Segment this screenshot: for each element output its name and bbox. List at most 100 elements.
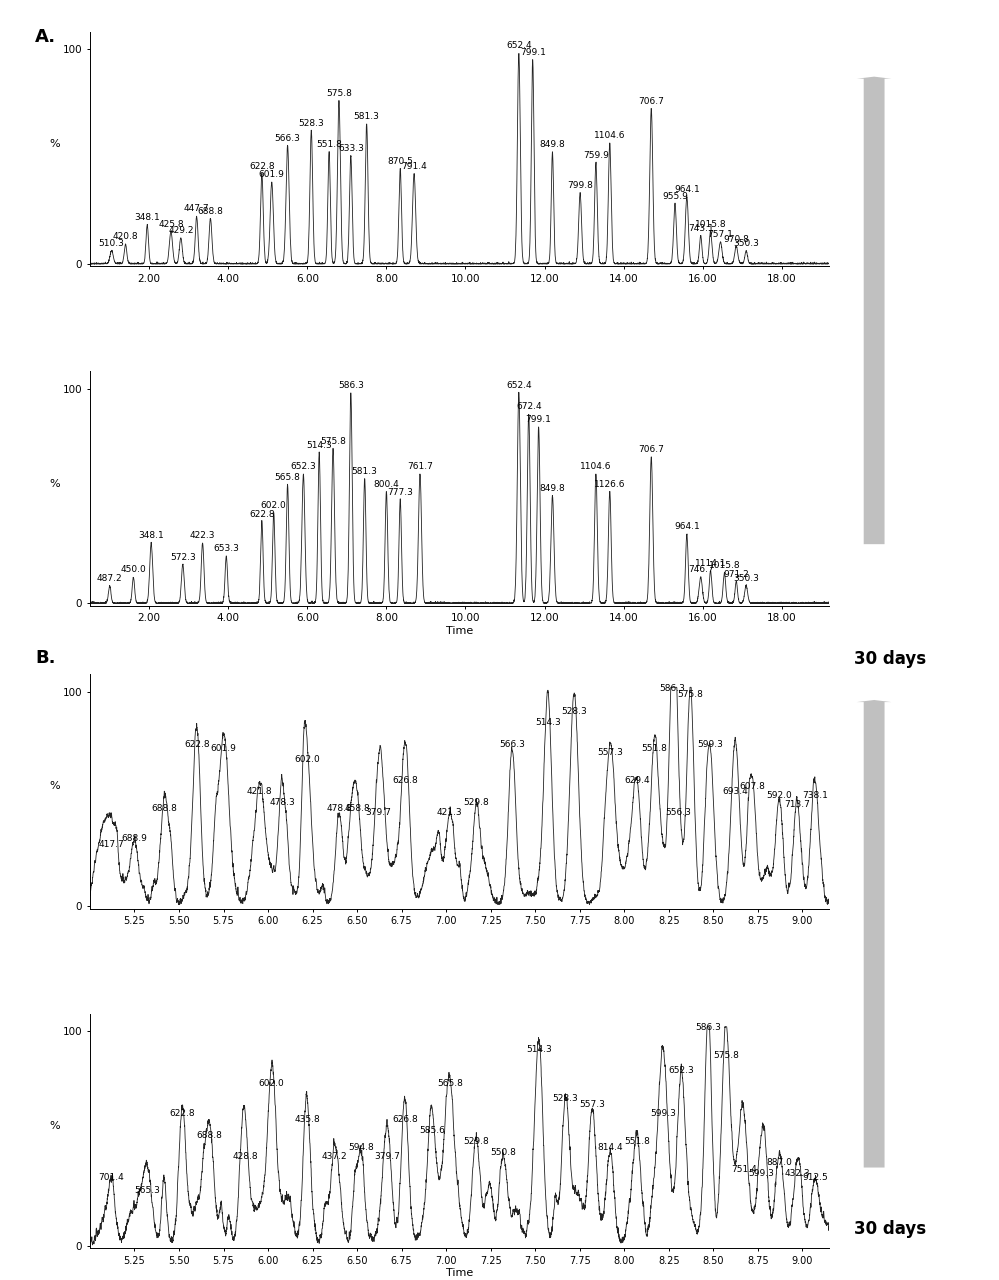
Text: 622.8: 622.8 [170,1108,196,1117]
Text: 799.1: 799.1 [525,415,551,424]
Text: 849.8: 849.8 [539,484,565,493]
Text: 622.8: 622.8 [249,161,275,170]
Text: 1126.6: 1126.6 [594,480,625,489]
Text: 799.8: 799.8 [567,180,593,189]
Y-axis label: %: % [49,1121,60,1132]
Text: 594.8: 594.8 [348,1143,374,1152]
Text: 575.8: 575.8 [320,436,346,445]
Text: 970.8: 970.8 [723,234,749,243]
Text: 633.3: 633.3 [338,145,364,154]
Text: 586.3: 586.3 [659,684,685,692]
Text: 653.3: 653.3 [214,544,239,553]
Text: 586.3: 586.3 [695,1023,721,1032]
Text: 557.3: 557.3 [597,748,623,756]
Text: 652.3: 652.3 [291,462,317,471]
Text: 350.3: 350.3 [733,239,759,248]
Text: 575.8: 575.8 [677,690,703,699]
Text: 458.8: 458.8 [345,804,370,813]
Text: 422.3: 422.3 [190,531,216,540]
Text: 425.8: 425.8 [158,220,184,229]
Text: B.: B. [35,649,56,667]
Text: 528.3: 528.3 [552,1094,578,1103]
Text: 761.7: 761.7 [407,462,433,471]
Text: 432.3: 432.3 [784,1169,810,1178]
Text: 693.4: 693.4 [722,787,747,796]
Text: 629.4: 629.4 [624,776,649,785]
Text: 601.9: 601.9 [259,170,285,179]
X-axis label: Time: Time [446,626,474,636]
Text: 572.3: 572.3 [170,553,196,562]
Text: 450.0: 450.0 [121,566,146,575]
Text: 551.8: 551.8 [316,140,342,148]
Text: 706.7: 706.7 [638,445,664,454]
Text: 602.0: 602.0 [295,754,320,764]
Text: 964.1: 964.1 [674,522,699,531]
Text: 955.9: 955.9 [662,192,688,201]
Text: 701.4: 701.4 [99,1174,124,1183]
Text: 1104.6: 1104.6 [594,132,625,141]
Text: 652.3: 652.3 [668,1066,694,1075]
Text: 514.3: 514.3 [534,718,560,727]
Text: 556.3: 556.3 [664,808,690,817]
Text: 1104.6: 1104.6 [580,462,611,471]
Text: 599.3: 599.3 [650,1108,676,1117]
Text: 575.8: 575.8 [326,88,352,97]
Text: 599.3: 599.3 [748,1169,774,1178]
Text: 566.3: 566.3 [500,740,525,749]
Text: 379.7: 379.7 [366,808,392,817]
Text: 592.0: 592.0 [766,791,792,800]
Text: 706.7: 706.7 [638,97,664,106]
Text: 421.3: 421.3 [437,808,463,817]
Text: 1015.8: 1015.8 [708,561,740,570]
Text: 586.3: 586.3 [338,380,364,389]
Text: 565.8: 565.8 [275,474,301,483]
Text: 688.9: 688.9 [122,835,148,844]
Text: 672.4: 672.4 [515,402,541,411]
Text: 348.1: 348.1 [138,531,164,540]
Text: 551.8: 551.8 [623,1137,649,1146]
Text: 585.6: 585.6 [419,1126,445,1135]
Text: 557.3: 557.3 [579,1101,605,1110]
Text: 565.8: 565.8 [437,1079,463,1088]
Text: 688.8: 688.8 [198,206,224,215]
Text: 428.8: 428.8 [232,1152,258,1161]
Text: 800.4: 800.4 [374,480,400,489]
Text: 814.4: 814.4 [597,1143,623,1152]
Text: 626.8: 626.8 [393,776,419,785]
Text: 791.4: 791.4 [402,161,427,170]
Text: 688.8: 688.8 [197,1130,222,1139]
Text: 751.4: 751.4 [731,1165,756,1174]
Text: 599.3: 599.3 [697,740,722,749]
Text: 887.0: 887.0 [766,1158,792,1167]
Text: 514.3: 514.3 [307,440,332,449]
Text: 581.3: 581.3 [352,467,378,476]
Text: 1015.8: 1015.8 [694,220,726,229]
Text: 529.8: 529.8 [464,797,490,806]
Text: 528.3: 528.3 [561,708,587,717]
Text: 759.9: 759.9 [583,151,608,160]
Text: 743.1: 743.1 [688,224,713,233]
Text: 478.8: 478.8 [327,804,353,813]
Text: 350.3: 350.3 [733,573,759,582]
Text: 652.4: 652.4 [506,380,531,389]
Text: 30 days: 30 days [854,1220,926,1238]
Text: 912.5: 912.5 [802,1174,828,1183]
Text: 379.7: 379.7 [375,1152,401,1161]
Text: 575.8: 575.8 [713,1051,739,1060]
Text: 447.7: 447.7 [184,205,210,214]
Text: 622.8: 622.8 [249,509,275,518]
Text: 420.8: 420.8 [113,233,138,242]
Text: 348.1: 348.1 [134,212,160,223]
X-axis label: Time: Time [446,1268,474,1279]
Text: 421.8: 421.8 [247,787,272,796]
Text: 581.3: 581.3 [354,113,380,122]
Text: 601.9: 601.9 [211,744,237,753]
Text: 626.8: 626.8 [393,1115,419,1125]
Text: 713.7: 713.7 [784,800,810,809]
Text: 607.8: 607.8 [739,782,765,791]
Text: A.: A. [35,28,56,46]
Text: 435.8: 435.8 [295,1115,320,1125]
Text: 602.0: 602.0 [259,1079,285,1088]
Text: 510.3: 510.3 [99,239,125,248]
Text: 622.8: 622.8 [184,740,210,749]
